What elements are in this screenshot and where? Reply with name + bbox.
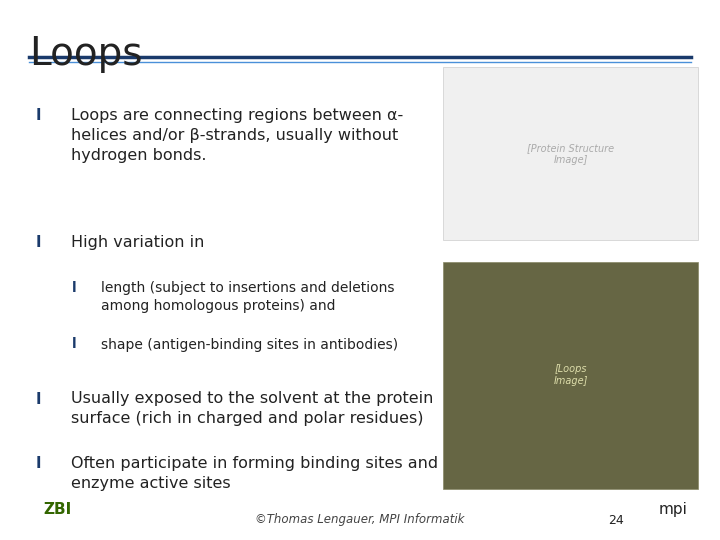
Text: mpi: mpi (659, 502, 688, 517)
Text: 24: 24 (608, 514, 624, 526)
Text: Often participate in forming binding sites and
enzyme active sites: Often participate in forming binding sit… (71, 456, 438, 491)
Text: High variation in: High variation in (71, 235, 204, 250)
Bar (443, 68, 698, 240)
Text: l: l (72, 338, 76, 352)
Text: length (subject to insertions and deletions
among homologous proteins) and: length (subject to insertions and deleti… (101, 281, 395, 313)
Text: l: l (36, 392, 42, 407)
Bar (443, 262, 698, 489)
Text: [Loops
Image]: [Loops Image] (554, 364, 588, 386)
Text: l: l (36, 108, 42, 123)
Text: l: l (72, 281, 76, 295)
Text: Loops: Loops (29, 35, 143, 73)
Text: ZBI: ZBI (43, 502, 71, 517)
Text: [Protein Structure
Image]: [Protein Structure Image] (527, 143, 615, 165)
Text: Loops are connecting regions between α-
helices and/or β-strands, usually withou: Loops are connecting regions between α- … (71, 108, 402, 163)
Text: l: l (36, 235, 42, 250)
Text: ©Thomas Lengauer, MPI Informatik: ©Thomas Lengauer, MPI Informatik (256, 514, 464, 526)
Text: l: l (36, 456, 42, 471)
Text: Usually exposed to the solvent at the protein
surface (rich in charged and polar: Usually exposed to the solvent at the pr… (71, 392, 433, 426)
Text: shape (antigen-binding sites in antibodies): shape (antigen-binding sites in antibodi… (101, 338, 398, 352)
